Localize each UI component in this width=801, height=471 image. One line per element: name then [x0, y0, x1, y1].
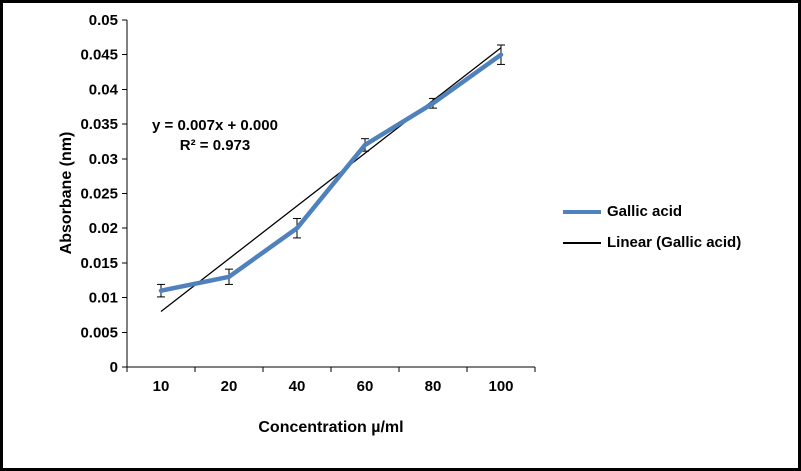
legend-label-gallic-acid: Gallic acid: [607, 203, 683, 220]
line-chart-plot-area: 0 0.005 0.01 0.015 0.02 0.025 0.03 0.035 0.04 0.0…: [80, 12, 536, 395]
x-axis-title: Concentration µ/ml: [258, 419, 404, 436]
svg-text:0.015: 0.015: [80, 255, 118, 272]
svg-text:0.045: 0.045: [80, 47, 118, 64]
legend-item-gallic-acid: Gallic acid: [563, 203, 741, 220]
r-squared-text: R² = 0.973: [179, 137, 251, 154]
trendline-sample-icon: [563, 241, 601, 244]
svg-text:20: 20: [221, 378, 238, 395]
svg-text:0.035: 0.035: [80, 116, 118, 133]
svg-text:10: 10: [153, 378, 170, 395]
svg-text:0: 0: [110, 359, 118, 376]
svg-text:0.025: 0.025: [80, 186, 118, 203]
svg-text:100: 100: [488, 378, 513, 395]
legend-label-linear: Linear (Gallic acid): [607, 234, 742, 251]
svg-text:0.03: 0.03: [89, 151, 118, 168]
svg-text:0.02: 0.02: [89, 220, 118, 237]
legend-item-linear-trendline: Linear (Gallic acid): [563, 234, 741, 251]
series-line-sample-icon: [563, 209, 601, 214]
svg-text:0.01: 0.01: [89, 290, 118, 307]
svg-text:40: 40: [289, 378, 306, 395]
legend: Gallic acid Linear (Gallic acid): [563, 203, 741, 251]
trendline-annotation: y = 0.007x + 0.000 R² = 0.973: [131, 116, 299, 156]
svg-text:60: 60: [357, 378, 374, 395]
svg-text:0.005: 0.005: [80, 324, 118, 341]
svg-text:0.05: 0.05: [89, 12, 118, 29]
svg-text:80: 80: [425, 378, 442, 395]
y-axis-title: Absorbane (nm): [58, 131, 75, 255]
trendline-equation-text: y = 0.007x + 0.000: [152, 117, 278, 134]
svg-text:0.04: 0.04: [89, 81, 119, 98]
